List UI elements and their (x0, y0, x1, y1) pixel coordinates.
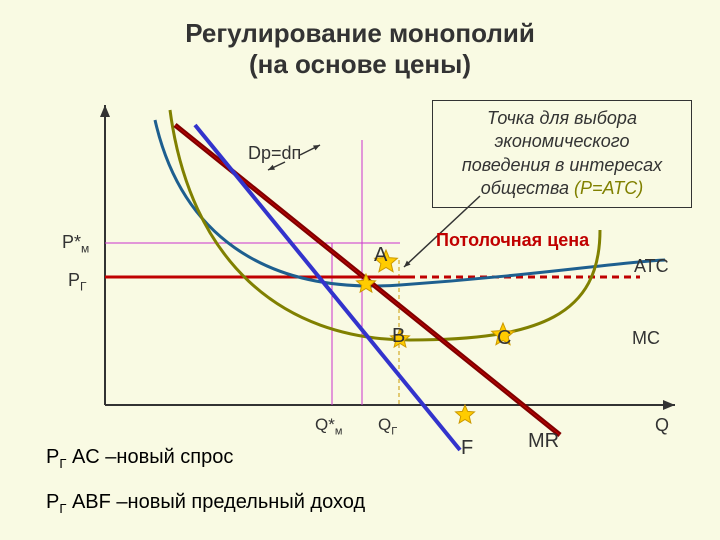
label-p-g: PГ (68, 270, 87, 294)
label-p-star-m: P*м (62, 232, 89, 256)
label-atc: ATC (634, 256, 669, 277)
label-ceiling: Потолочная цена (436, 230, 589, 251)
label-q-g: QГ (378, 415, 397, 437)
note-2: PГ ABF –новый предельный доход (40, 487, 371, 520)
label-q-star-m: Q*м (315, 415, 342, 437)
label-dp-dn: Dр=dп (248, 143, 301, 164)
point-label-C: C (497, 327, 511, 350)
curve-mc (170, 110, 600, 340)
label-mc: MC (632, 328, 660, 349)
curve-mr (195, 125, 460, 450)
point-label-B: B (392, 325, 405, 348)
point-label-F: F (461, 437, 473, 460)
note-1: PГ AC –новый спрос (40, 442, 239, 475)
point-label-A: A (374, 244, 387, 267)
label-mr: MR (528, 430, 559, 453)
label-q: Q (655, 415, 669, 436)
